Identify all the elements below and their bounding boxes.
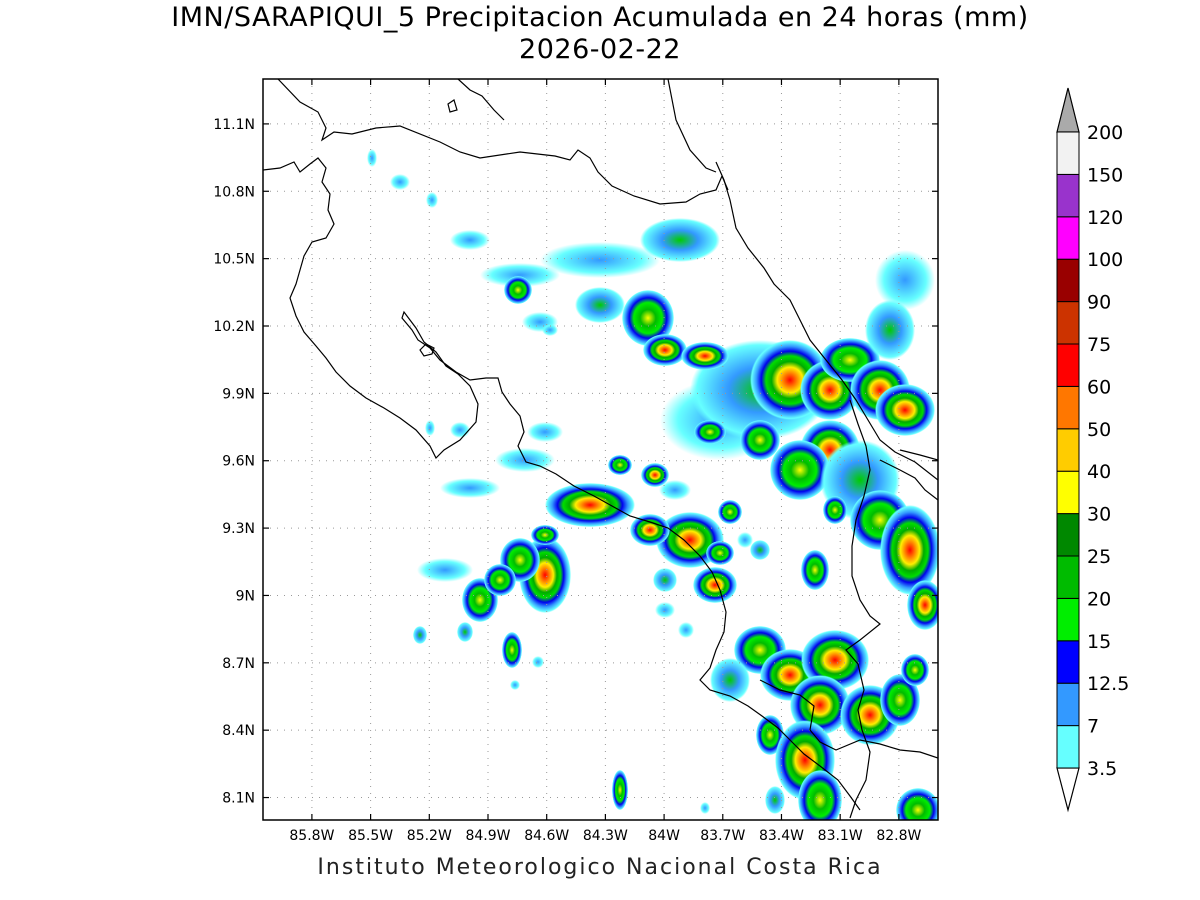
lat-label: 10.2N — [213, 319, 255, 335]
lat-label: 10.5N — [213, 252, 255, 268]
lat-label: 8.4N — [222, 723, 255, 739]
colorbar-swatch — [1056, 216, 1080, 260]
map-axes: 11.1N 10.8N 10.5N 10.2N 9.9N 9.6N 9.3N 9N 8.7N 8.… — [213, 79, 938, 844]
colorbar-swatch — [1056, 385, 1080, 430]
colorbar-label: 100 — [1087, 249, 1123, 271]
map-title: IMN/SARAPIQUI_5 Precipitacion Acumulada … — [171, 2, 1029, 33]
colorbar-label: 15 — [1087, 631, 1111, 653]
colorbar-swatch — [1056, 513, 1080, 557]
colorbar-label: 150 — [1087, 164, 1123, 186]
colorbar-label: 50 — [1087, 419, 1111, 441]
lat-label: 8.1N — [222, 791, 255, 807]
colorbar-label: 90 — [1087, 292, 1111, 314]
coastlines-and-borders — [263, 79, 938, 819]
lon-label: 83.7W — [700, 828, 745, 844]
colorbar: 3.5 7 12.5 15 20 25 30 40 50 60 75 90 100 120 150 200 — [1056, 87, 1129, 813]
lon-label: 84.9W — [465, 828, 510, 844]
lat-label: 9.6N — [222, 454, 255, 470]
colorbar-label: 25 — [1087, 546, 1111, 568]
colorbar-swatch — [1056, 682, 1080, 727]
colorbar-label: 7 — [1087, 716, 1099, 738]
colorbar-swatch — [1056, 131, 1080, 175]
lon-label: 84.6W — [524, 828, 569, 844]
map-date: 2026-02-22 — [519, 34, 681, 65]
colorbar-swatch — [1056, 301, 1080, 345]
colorbar-label: 60 — [1087, 376, 1111, 398]
colorbar-label: 20 — [1087, 588, 1111, 610]
lon-label: 83.1W — [818, 828, 863, 844]
lon-label: 85.8W — [289, 828, 334, 844]
colorbar-swatch — [1056, 258, 1080, 303]
colorbar-swatch — [1056, 470, 1080, 515]
colorbar-swatch — [1056, 173, 1080, 218]
footer-credit: Instituto Meteorologico Nacional Costa R… — [317, 855, 883, 880]
lat-label: 11.1N — [213, 117, 255, 133]
lon-label: 85.5W — [348, 828, 393, 844]
lat-label: 9.9N — [222, 386, 255, 402]
lat-lon-grid — [263, 79, 938, 820]
colorbar-label: 40 — [1087, 461, 1111, 483]
colorbar-label: 30 — [1087, 504, 1111, 526]
lon-label: 84W — [648, 828, 680, 844]
lon-label: 84.3W — [583, 828, 628, 844]
colorbar-swatch — [1056, 640, 1080, 684]
colorbar-label: 120 — [1087, 207, 1123, 229]
lon-label: 82.8W — [876, 828, 921, 844]
colorbar-label: 200 — [1087, 122, 1123, 144]
lat-label: 10.8N — [213, 184, 255, 200]
colorbar-label: 3.5 — [1087, 758, 1117, 780]
lon-label: 83.4W — [759, 828, 804, 844]
colorbar-swatch — [1056, 343, 1080, 387]
precipitation-field — [367, 149, 938, 820]
colorbar-under-triangle — [1056, 767, 1080, 813]
colorbar-over-triangle — [1056, 87, 1080, 133]
colorbar-label: 12.5 — [1087, 673, 1129, 695]
lat-label: 9.3N — [222, 521, 255, 537]
colorbar-label: 75 — [1087, 334, 1111, 356]
lat-label: 9N — [236, 588, 255, 604]
colorbar-swatch — [1056, 555, 1080, 599]
colorbar-swatch — [1056, 597, 1080, 642]
map-frame — [262, 78, 939, 821]
colorbar-swatch — [1056, 428, 1080, 472]
lon-label: 85.2W — [407, 828, 452, 844]
lat-label: 8.7N — [222, 656, 255, 672]
colorbar-swatch — [1056, 725, 1080, 769]
